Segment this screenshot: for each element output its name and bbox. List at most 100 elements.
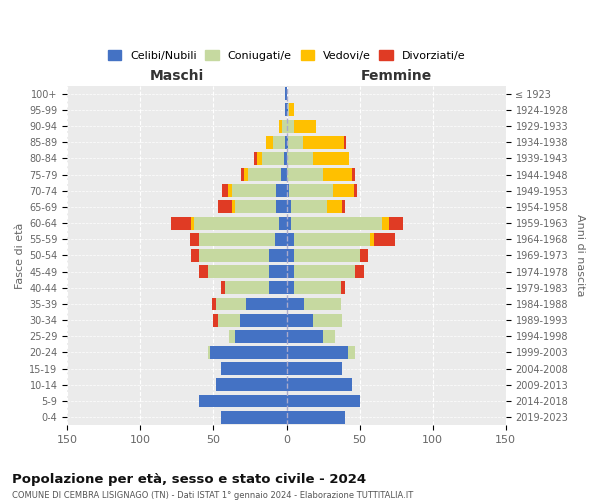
- Bar: [225, 282, 269, 294]
- Bar: [374, 233, 395, 246]
- Bar: [232, 184, 276, 197]
- Bar: [287, 104, 288, 117]
- Bar: [221, 362, 287, 375]
- Bar: [248, 168, 281, 181]
- Y-axis label: Fasce di età: Fasce di età: [15, 222, 25, 288]
- Bar: [269, 282, 287, 294]
- Bar: [287, 282, 294, 294]
- Bar: [289, 104, 294, 117]
- Bar: [218, 200, 232, 213]
- Bar: [208, 265, 269, 278]
- Bar: [266, 136, 274, 148]
- Bar: [323, 168, 352, 181]
- Bar: [284, 152, 287, 165]
- Bar: [291, 200, 328, 213]
- Bar: [217, 378, 287, 392]
- Text: Popolazione per età, sesso e stato civile - 2024: Popolazione per età, sesso e stato civil…: [12, 472, 366, 486]
- Legend: Celibi/Nubili, Coniugati/e, Vedovi/e, Divorziati/e: Celibi/Nubili, Coniugati/e, Vedovi/e, Di…: [107, 50, 466, 61]
- Bar: [285, 88, 287, 100]
- Bar: [281, 168, 287, 181]
- Bar: [287, 394, 359, 407]
- Bar: [287, 314, 313, 326]
- Bar: [313, 314, 342, 326]
- Bar: [194, 216, 279, 230]
- Bar: [218, 314, 240, 326]
- Bar: [354, 184, 356, 197]
- Bar: [214, 314, 218, 326]
- Bar: [287, 233, 294, 246]
- Bar: [289, 184, 333, 197]
- Bar: [287, 378, 352, 392]
- Bar: [352, 168, 355, 181]
- Bar: [245, 298, 287, 310]
- Bar: [287, 152, 313, 165]
- Bar: [344, 136, 346, 148]
- Bar: [294, 282, 341, 294]
- Bar: [228, 184, 232, 197]
- Bar: [294, 249, 359, 262]
- Bar: [333, 184, 354, 197]
- Bar: [240, 314, 287, 326]
- Bar: [285, 104, 287, 117]
- Bar: [342, 200, 345, 213]
- Bar: [287, 362, 342, 375]
- Bar: [359, 249, 368, 262]
- Bar: [279, 216, 287, 230]
- Bar: [232, 200, 235, 213]
- Bar: [276, 184, 287, 197]
- Bar: [191, 216, 194, 230]
- Bar: [287, 168, 323, 181]
- Bar: [221, 410, 287, 424]
- Bar: [222, 184, 228, 197]
- Bar: [274, 136, 285, 148]
- Bar: [304, 298, 341, 310]
- Y-axis label: Anni di nascita: Anni di nascita: [575, 214, 585, 296]
- Bar: [341, 282, 345, 294]
- Bar: [199, 394, 287, 407]
- Bar: [199, 249, 269, 262]
- Bar: [287, 216, 291, 230]
- Bar: [221, 282, 225, 294]
- Bar: [294, 233, 370, 246]
- Bar: [199, 233, 275, 246]
- Bar: [212, 298, 217, 310]
- Bar: [244, 168, 248, 181]
- Bar: [269, 249, 287, 262]
- Bar: [294, 120, 316, 132]
- Bar: [294, 265, 355, 278]
- Bar: [287, 298, 304, 310]
- Bar: [287, 410, 345, 424]
- Bar: [291, 216, 382, 230]
- Bar: [389, 216, 403, 230]
- Bar: [229, 330, 235, 343]
- Bar: [282, 120, 287, 132]
- Bar: [355, 265, 364, 278]
- Bar: [287, 184, 289, 197]
- Bar: [285, 136, 287, 148]
- Bar: [288, 136, 302, 148]
- Bar: [287, 200, 291, 213]
- Bar: [199, 265, 208, 278]
- Bar: [288, 104, 289, 117]
- Bar: [313, 152, 349, 165]
- Bar: [191, 249, 199, 262]
- Bar: [287, 249, 294, 262]
- Bar: [370, 233, 374, 246]
- Bar: [217, 298, 245, 310]
- Bar: [269, 265, 287, 278]
- Bar: [190, 233, 199, 246]
- Bar: [323, 330, 335, 343]
- Bar: [257, 152, 262, 165]
- Bar: [287, 120, 294, 132]
- Bar: [287, 346, 348, 359]
- Bar: [171, 216, 191, 230]
- Bar: [275, 233, 287, 246]
- Bar: [241, 168, 244, 181]
- Bar: [211, 346, 287, 359]
- Bar: [254, 152, 257, 165]
- Text: COMUNE DI CEMBRA LISIGNAGO (TN) - Dati ISTAT 1° gennaio 2024 - Elaborazione TUTT: COMUNE DI CEMBRA LISIGNAGO (TN) - Dati I…: [12, 491, 413, 500]
- Bar: [348, 346, 355, 359]
- Bar: [328, 200, 342, 213]
- Bar: [276, 200, 287, 213]
- Bar: [279, 120, 282, 132]
